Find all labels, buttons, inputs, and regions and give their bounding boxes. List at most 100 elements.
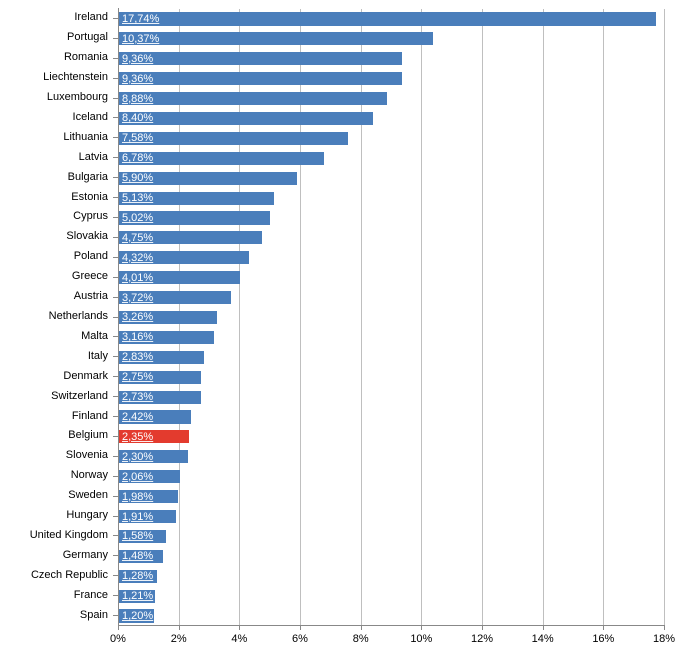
bar-value-label: 1,58% <box>122 530 153 542</box>
bar-value-label: 4,01% <box>122 272 153 284</box>
y-tick-mark <box>113 177 118 178</box>
y-axis-label: United Kingdom <box>0 529 108 541</box>
y-axis-label: Norway <box>0 469 108 481</box>
bar-value-label: 2,30% <box>122 451 153 463</box>
y-tick-mark <box>113 356 118 357</box>
y-axis-label: Spain <box>0 609 108 621</box>
y-tick-mark <box>113 376 118 377</box>
y-tick-mark <box>113 496 118 497</box>
bar-value-label: 17,74% <box>122 13 159 25</box>
y-axis-label: Iceland <box>0 111 108 123</box>
bar-value-label: 3,26% <box>122 311 153 323</box>
y-axis-label: Hungary <box>0 509 108 521</box>
gridline <box>482 9 483 626</box>
bar: 9,36% <box>118 52 402 65</box>
bar: 9,36% <box>118 72 402 85</box>
y-tick-mark <box>113 217 118 218</box>
y-axis-label: Liechtenstein <box>0 71 108 83</box>
bar-value-label: 4,32% <box>122 252 153 264</box>
y-tick-mark <box>113 476 118 477</box>
y-tick-mark <box>113 98 118 99</box>
x-tick-label: 6% <box>292 633 308 645</box>
y-tick-mark <box>113 436 118 437</box>
y-tick-mark <box>113 595 118 596</box>
bar: 3,26% <box>118 311 217 324</box>
x-tick-label: 4% <box>231 633 247 645</box>
bar: 2,30% <box>118 450 188 463</box>
bar-value-label: 1,91% <box>122 511 153 523</box>
bar-value-label: 8,88% <box>122 93 153 105</box>
bar-value-label: 1,20% <box>122 610 153 622</box>
bar: 1,98% <box>118 490 178 503</box>
bar: 6,78% <box>118 152 324 165</box>
y-tick-mark <box>113 137 118 138</box>
y-axis-label: Netherlands <box>0 310 108 322</box>
y-axis-label: Czech Republic <box>0 569 108 581</box>
bar-chart: 17,74%10,37%9,36%9,36%8,88%8,40%7,58%6,7… <box>0 0 680 659</box>
bar: 2,83% <box>118 351 204 364</box>
bar-value-label: 2,35% <box>122 431 153 443</box>
y-tick-mark <box>113 575 118 576</box>
bar-value-label: 9,36% <box>122 73 153 85</box>
y-tick-mark <box>113 58 118 59</box>
y-axis-label: Romania <box>0 51 108 63</box>
bar: 2,75% <box>118 371 201 384</box>
bar-value-label: 5,13% <box>122 192 153 204</box>
bar: 2,06% <box>118 470 180 483</box>
bar: 1,28% <box>118 570 157 583</box>
x-tick-label: 18% <box>653 633 675 645</box>
y-tick-mark <box>113 416 118 417</box>
y-axis-label: Luxembourg <box>0 91 108 103</box>
bar: 1,58% <box>118 530 166 543</box>
y-tick-mark <box>113 336 118 337</box>
bar: 1,48% <box>118 550 163 563</box>
bar-value-label: 3,72% <box>122 292 153 304</box>
y-tick-mark <box>113 555 118 556</box>
y-tick-mark <box>113 516 118 517</box>
bar: 4,75% <box>118 231 262 244</box>
bar-value-label: 2,42% <box>122 411 153 423</box>
bar-value-label: 4,75% <box>122 232 153 244</box>
y-axis-label: Cyprus <box>0 210 108 222</box>
y-tick-mark <box>113 615 118 616</box>
y-tick-mark <box>113 317 118 318</box>
x-tick-label: 14% <box>532 633 554 645</box>
bar-value-label: 3,16% <box>122 331 153 343</box>
bar-value-label: 6,78% <box>122 152 153 164</box>
y-tick-mark <box>113 237 118 238</box>
y-axis-label: Portugal <box>0 31 108 43</box>
x-tick-mark <box>664 625 665 630</box>
y-axis-label: Austria <box>0 290 108 302</box>
gridline <box>603 9 604 626</box>
y-tick-mark <box>113 297 118 298</box>
x-tick-label: 0% <box>110 633 126 645</box>
bar: 5,02% <box>118 211 270 224</box>
y-tick-mark <box>113 38 118 39</box>
y-axis-label: Sweden <box>0 489 108 501</box>
y-axis-label: Finland <box>0 410 108 422</box>
bar: 1,21% <box>118 590 155 603</box>
y-tick-mark <box>113 157 118 158</box>
y-tick-mark <box>113 78 118 79</box>
y-axis-label: France <box>0 589 108 601</box>
bar: 1,91% <box>118 510 176 523</box>
y-axis-label: Latvia <box>0 151 108 163</box>
y-axis-label: Italy <box>0 350 108 362</box>
bar: 4,32% <box>118 251 249 264</box>
bar-value-label: 5,02% <box>122 212 153 224</box>
bar-value-label: 1,98% <box>122 491 153 503</box>
bar: 2,73% <box>118 391 201 404</box>
y-tick-mark <box>113 18 118 19</box>
bar-value-label: 2,73% <box>122 391 153 403</box>
y-tick-mark <box>113 277 118 278</box>
bar: 2,35% <box>118 430 189 443</box>
y-axis-label: Bulgaria <box>0 171 108 183</box>
gridline <box>421 9 422 626</box>
y-tick-mark <box>113 535 118 536</box>
bar-value-label: 8,40% <box>122 112 153 124</box>
bar: 2,42% <box>118 410 191 423</box>
x-tick-label: 12% <box>471 633 493 645</box>
bar-value-label: 9,36% <box>122 53 153 65</box>
y-axis-label: Switzerland <box>0 390 108 402</box>
bar: 8,88% <box>118 92 387 105</box>
